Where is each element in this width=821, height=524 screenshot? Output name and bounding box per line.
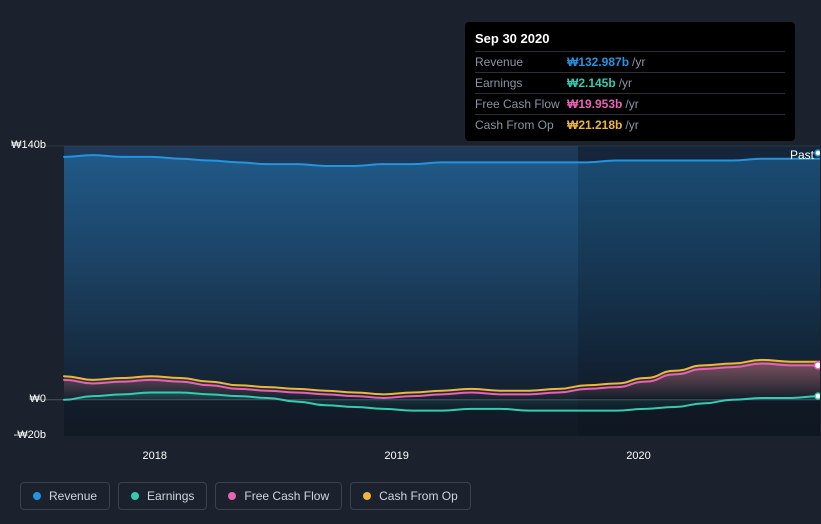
legend-item-label: Cash From Op xyxy=(379,489,458,503)
legend-dot-icon xyxy=(363,492,371,500)
legend-item-revenue[interactable]: Revenue xyxy=(20,482,110,510)
tooltip-row-label: Earnings xyxy=(475,76,567,90)
tooltip-row-unit: /yr xyxy=(619,76,632,90)
y-axis-label: ₩140b xyxy=(6,139,46,151)
x-axis-label: 2020 xyxy=(626,450,650,462)
legend-item-label: Earnings xyxy=(147,489,194,503)
tooltip-row-unit: /yr xyxy=(625,97,638,111)
chart-area: ₩140b₩0-₩20b 201820192020 Past xyxy=(16,120,805,460)
tooltip-row-value: ₩2.145b xyxy=(567,76,616,90)
chart-svg xyxy=(16,120,820,460)
y-axis-label: ₩0 xyxy=(6,393,46,405)
past-label: Past xyxy=(790,148,814,162)
legend-item-free-cash-flow[interactable]: Free Cash Flow xyxy=(215,482,342,510)
legend: Revenue Earnings Free Cash Flow Cash From O… xyxy=(20,482,471,510)
tooltip-row-value: ₩132.987b xyxy=(567,55,629,69)
legend-dot-icon xyxy=(131,492,139,500)
legend-item-label: Free Cash Flow xyxy=(244,489,329,503)
tooltip-row: Revenue₩132.987b/yr xyxy=(475,51,785,72)
x-axis-label: 2018 xyxy=(142,450,166,462)
x-axis-label: 2019 xyxy=(384,450,408,462)
tooltip-row-label: Revenue xyxy=(475,55,567,69)
legend-item-cash-from-op[interactable]: Cash From Op xyxy=(350,482,471,510)
tooltip-row: Free Cash Flow₩19.953b/yr xyxy=(475,93,785,114)
legend-dot-icon xyxy=(33,492,41,500)
legend-item-label: Revenue xyxy=(49,489,97,503)
tooltip-date: Sep 30 2020 xyxy=(475,28,785,51)
legend-dot-icon xyxy=(228,492,236,500)
tooltip-row-value: ₩19.953b xyxy=(567,97,622,111)
tooltip-row: Earnings₩2.145b/yr xyxy=(475,72,785,93)
y-axis-label: -₩20b xyxy=(6,429,46,441)
tooltip-row-unit: /yr xyxy=(632,55,645,69)
tooltip-row-label: Free Cash Flow xyxy=(475,97,567,111)
legend-item-earnings[interactable]: Earnings xyxy=(118,482,207,510)
